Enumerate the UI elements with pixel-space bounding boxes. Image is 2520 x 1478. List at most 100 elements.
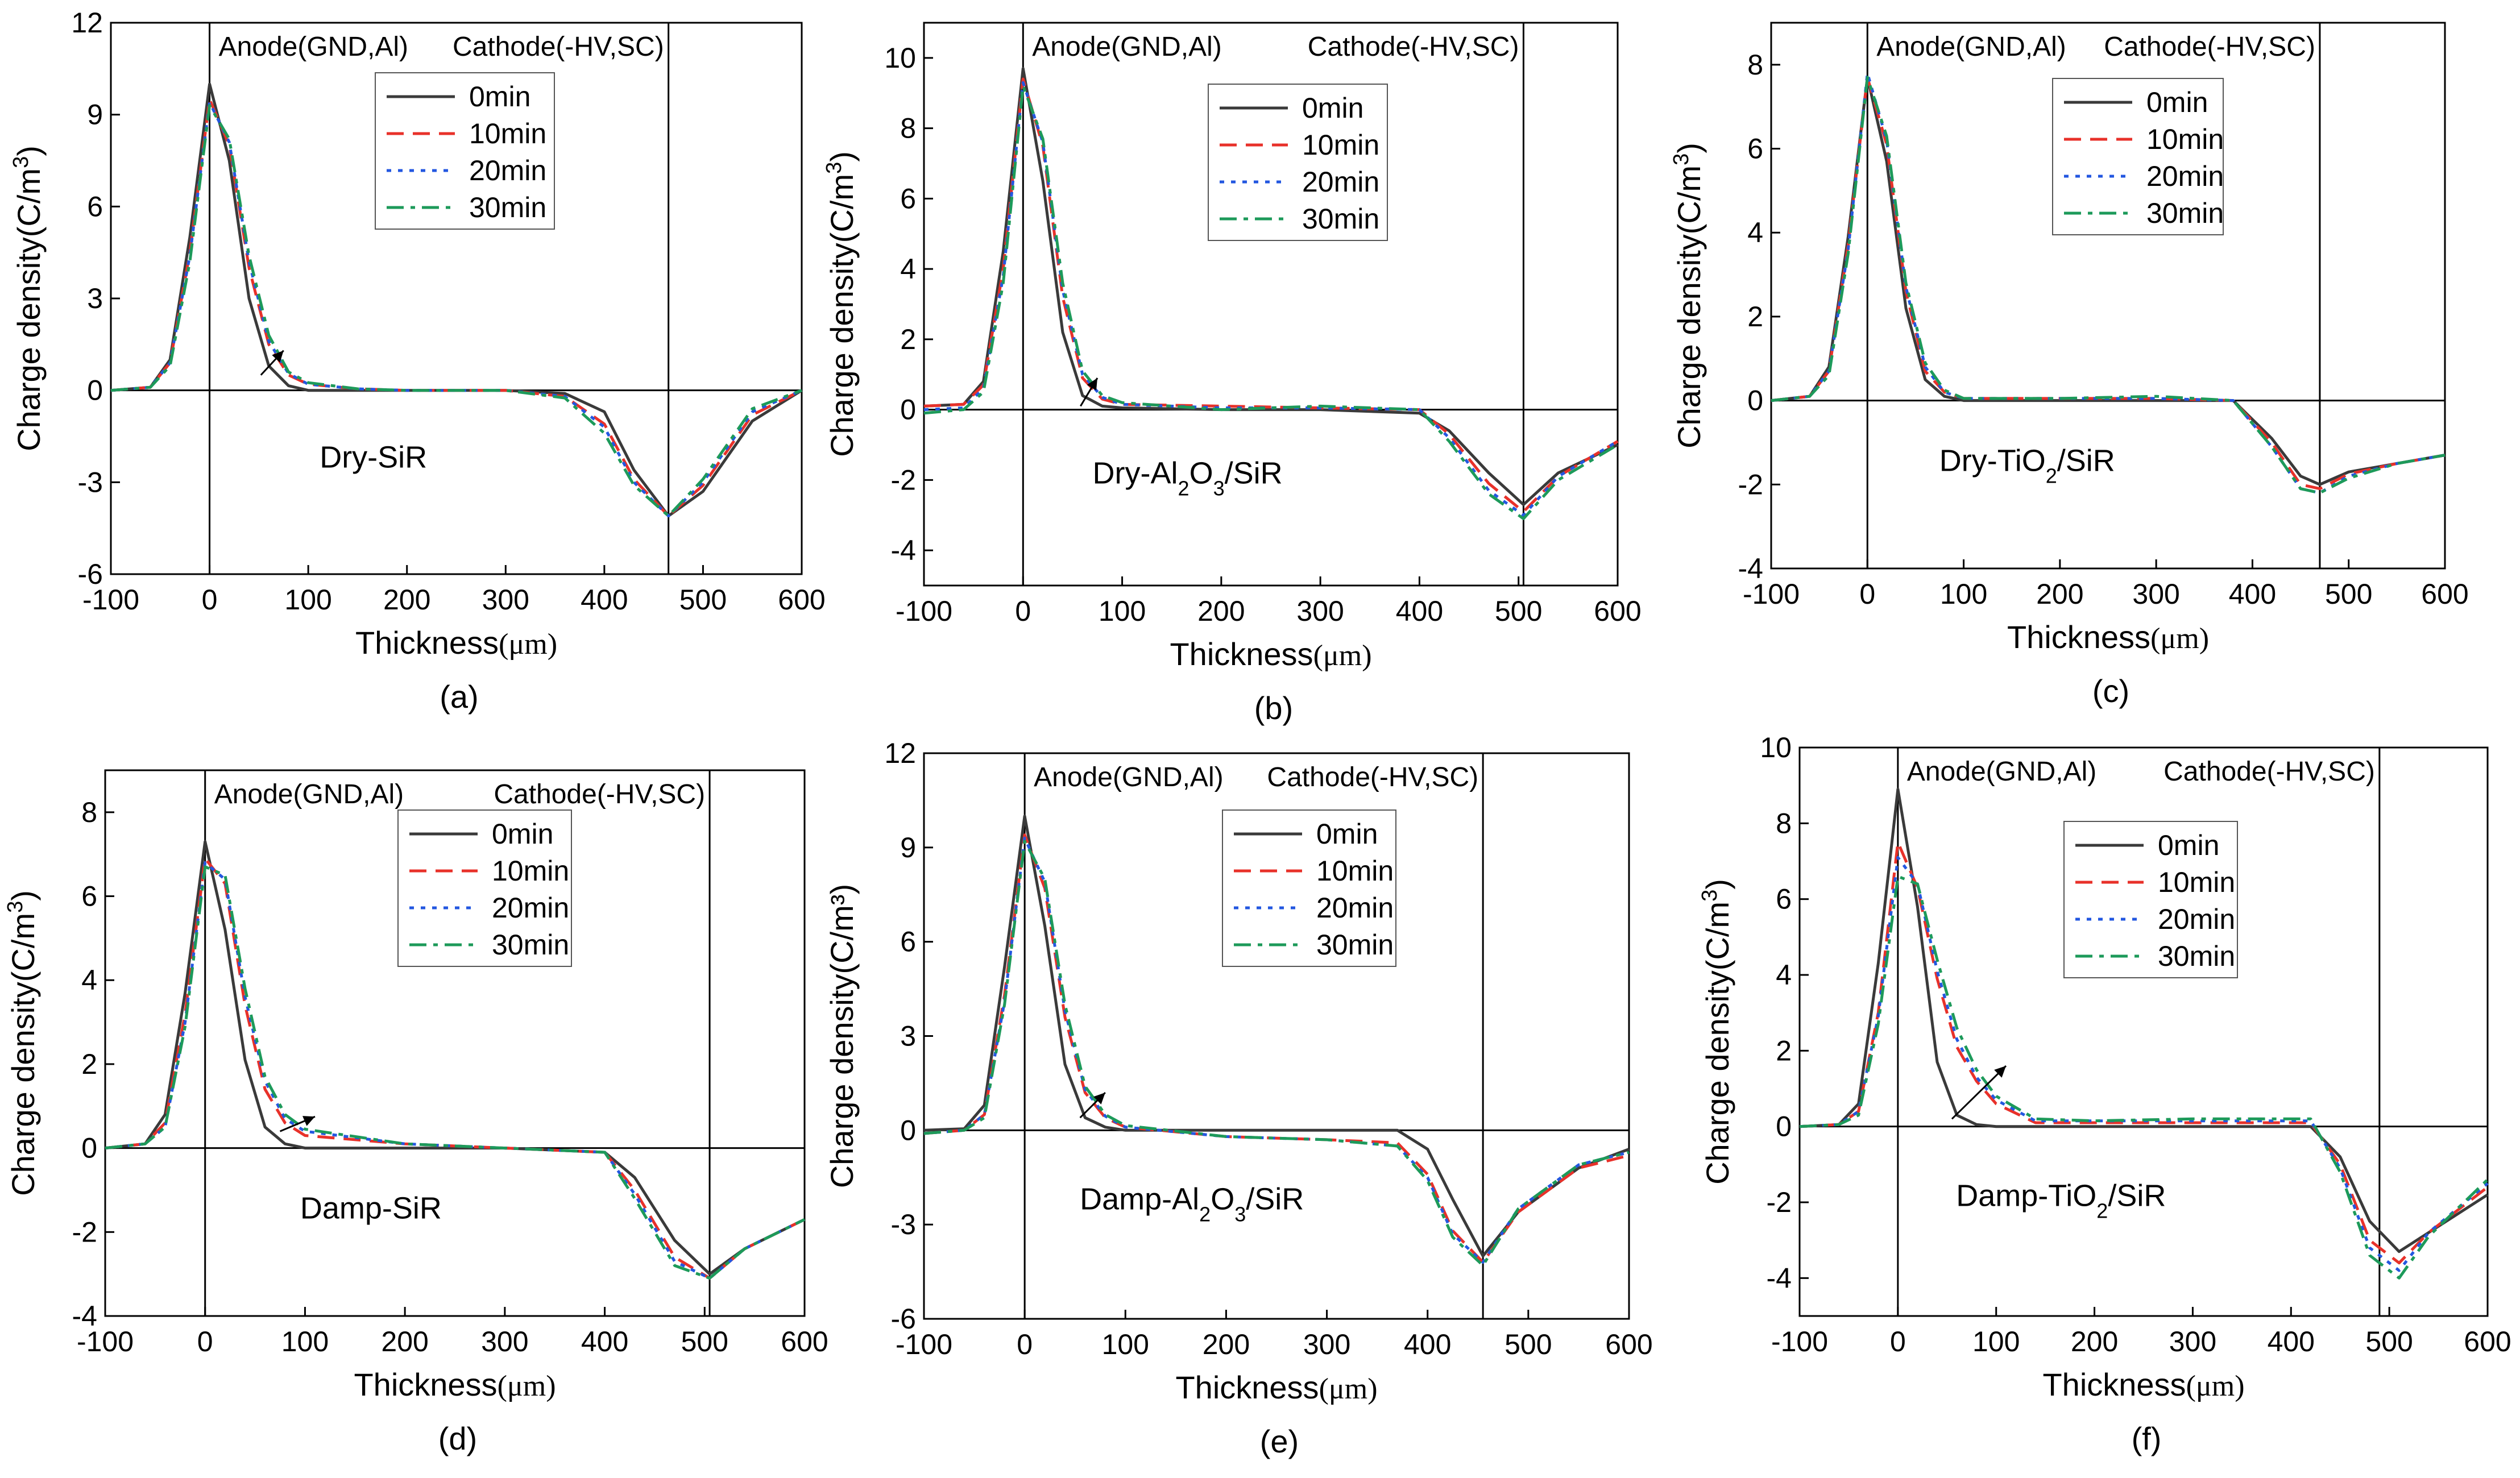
- x-axis-title-text: Thickness: [1170, 636, 1313, 672]
- x-axis-title-text: Thickness: [2042, 1367, 2186, 1402]
- trend-arrow-head: [1994, 1066, 2006, 1078]
- y-axis-title-text: Charge density(C/m³): [824, 884, 860, 1188]
- y-tick-label: 2: [1747, 301, 1763, 333]
- x-tick-label: 300: [1303, 1328, 1350, 1360]
- anode-label: Anode(GND,Al): [219, 32, 408, 62]
- x-tick-label: 0: [1017, 1328, 1033, 1360]
- legend: 0min 10min 20min 30min: [1208, 84, 1388, 241]
- y-tick-label: 4: [1747, 217, 1763, 248]
- y-axis-title-superscript: 3: [822, 162, 846, 174]
- plot-frame: [923, 22, 1619, 587]
- y-tick-label: 9: [900, 832, 916, 863]
- x-axis-title: Thickness(μm): [2042, 1367, 2244, 1402]
- y-tick-label: 10: [1760, 732, 1792, 763]
- y-tick-label: 0: [1776, 1111, 1792, 1143]
- series-line-30min: [923, 840, 1630, 1267]
- x-tick-label: 300: [481, 1326, 528, 1357]
- x-tick-label: 400: [2268, 1326, 2315, 1357]
- y-axis-title: Charge density(C/m3): [1669, 143, 1707, 449]
- y-tick-label: 6: [900, 182, 916, 214]
- sample-label-subscript: 2: [1199, 1202, 1211, 1226]
- y-axis-title-superscript: 3: [1669, 153, 1693, 165]
- y-tick-label: 4: [900, 253, 916, 285]
- sample-label-text: Dry-SiR: [320, 440, 427, 474]
- y-axis-title-text: ): [5, 890, 41, 901]
- x-tick-label: 200: [1203, 1328, 1250, 1360]
- legend-entry-label: 10min: [2158, 866, 2235, 898]
- series-line-20min: [1799, 856, 2489, 1272]
- legend-entry-label: 0min: [469, 81, 530, 113]
- series-line-10min: [110, 98, 803, 518]
- y-tick-label: 10: [884, 42, 916, 74]
- y-tick-label: 0: [900, 1114, 916, 1146]
- y-tick-label: 12: [884, 737, 916, 769]
- panel-label: (e): [1260, 1423, 1299, 1459]
- legend-entry-label: 10min: [2146, 123, 2224, 155]
- x-tick-label: -100: [896, 595, 952, 627]
- x-tick-label: 0: [197, 1326, 213, 1357]
- cathode-label: Cathode(-HV,SC): [453, 32, 664, 62]
- x-tick-label: 500: [1504, 1328, 1552, 1360]
- y-axis-title: Charge density(C/m3): [9, 146, 47, 451]
- x-tick-label: 100: [284, 584, 331, 616]
- sample-label-text: O: [1189, 456, 1213, 491]
- x-tick-label: 100: [1099, 595, 1146, 627]
- x-tick-label: 500: [679, 584, 727, 616]
- x-tick-label: 0: [1015, 595, 1031, 627]
- anode-label: Anode(GND,Al): [1876, 32, 2066, 62]
- x-tick-label: 400: [1396, 595, 1443, 627]
- series-line-30min: [1799, 875, 2489, 1280]
- x-axis-title-text: Thickness: [1175, 1369, 1319, 1405]
- y-tick-label: -6: [891, 1303, 916, 1335]
- y-tick-label: 6: [1747, 133, 1763, 165]
- legend-entry-label: 30min: [1316, 929, 1394, 961]
- legend-box: [2063, 821, 2238, 978]
- y-tick-label: 8: [1776, 807, 1792, 839]
- panel-label: (a): [440, 679, 478, 715]
- plot-frame: [104, 769, 806, 1317]
- anode-label: Anode(GND,Al): [1034, 762, 1223, 792]
- sample-label-subscript: 3: [1213, 476, 1225, 500]
- legend-box: [1222, 809, 1396, 967]
- legend-box: [397, 809, 572, 967]
- trend-arrow-head: [302, 1116, 315, 1126]
- legend-entry-label: 20min: [469, 155, 546, 186]
- series-line-0min: [923, 815, 1630, 1257]
- legend-entry-label: 0min: [1316, 818, 1378, 850]
- y-axis-title-superscript: 3: [9, 156, 33, 168]
- y-tick-label: 6: [81, 881, 97, 912]
- anode-label: Anode(GND,Al): [1907, 757, 2096, 787]
- y-tick-label: 2: [81, 1048, 97, 1080]
- y-tick-label: 6: [87, 190, 103, 222]
- x-tick-label: 200: [2071, 1326, 2118, 1357]
- y-tick-label: 8: [81, 796, 97, 828]
- legend-entry-label: 30min: [2146, 197, 2224, 229]
- y-tick-label: -3: [891, 1209, 916, 1240]
- y-axis-title-text: ): [824, 151, 860, 162]
- x-tick-label: 200: [381, 1326, 428, 1357]
- y-tick-label: 0: [81, 1132, 97, 1164]
- panel-e: -100 0 100 200 300 400 500 600 -6 -3 0 3 6 9 12 Anode(G…: [824, 737, 1653, 1459]
- x-tick-label: 200: [383, 584, 430, 616]
- series-line-30min: [105, 865, 806, 1280]
- series-line-30min: [1771, 76, 2446, 495]
- x-tick-label: -100: [896, 1328, 952, 1360]
- sample-label: Damp-SiR: [300, 1191, 442, 1226]
- sample-label-text: /SiR: [2057, 444, 2115, 478]
- panel-c: -100 0 100 200 300 400 500 600 -4 -2 0 2 4 6 8 Anode(GN…: [1669, 22, 2469, 709]
- sample-label-subscript: 2: [1178, 476, 1189, 500]
- sample-label-text: O: [1211, 1182, 1234, 1217]
- y-tick-label: 4: [81, 964, 97, 996]
- x-axis-title-unit: (μm): [1313, 640, 1372, 672]
- sample-label-text: Damp-Al: [1080, 1182, 1199, 1217]
- x-tick-label: 500: [1495, 595, 1542, 627]
- x-axis-title: Thickness(μm): [2007, 619, 2209, 655]
- sample-label-text: Damp-TiO: [1956, 1179, 2096, 1213]
- legend: 0min 10min 20min 30min: [2063, 821, 2238, 978]
- y-tick-label: 8: [1747, 49, 1763, 81]
- y-axis-title-text: Charge density(C/m: [1671, 165, 1707, 449]
- x-tick-label: 100: [1102, 1328, 1149, 1360]
- legend-entry-label: 0min: [2146, 86, 2208, 118]
- legend-entry-label: 30min: [469, 192, 546, 223]
- x-tick-label: 500: [2325, 578, 2372, 610]
